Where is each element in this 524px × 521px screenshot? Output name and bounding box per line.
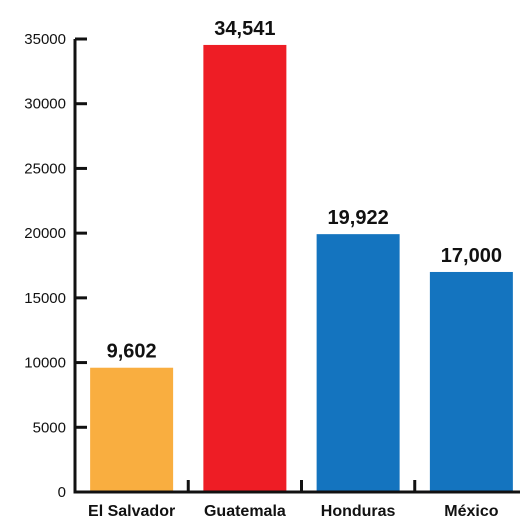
- bar-value-label: 34,541: [214, 18, 275, 40]
- x-category-label: Guatemala: [204, 503, 286, 520]
- x-category-label: El Salvador: [88, 503, 175, 520]
- bar-value-label: 19,922: [328, 207, 389, 229]
- y-tick-label: 0: [58, 484, 66, 501]
- x-category-label: México: [444, 503, 498, 520]
- y-tick-label: 5000: [33, 419, 66, 436]
- y-tick-label: 30000: [24, 96, 66, 113]
- y-axis-ticks: [75, 37, 87, 494]
- data-labels: 9,602 34,541 19,922 17,000: [107, 18, 502, 363]
- y-tick-label: 20000: [24, 225, 66, 242]
- bar-el-salvador: [90, 367, 174, 492]
- bar-guatemala: [203, 44, 287, 493]
- y-tick-label: 25000: [24, 160, 66, 177]
- y-axis-tick-labels: 0 5000 10000 15000 20000 25000 30000 35000: [24, 31, 66, 501]
- x-category-label: Honduras: [321, 503, 396, 520]
- bar-value-label: 9,602: [107, 341, 157, 363]
- y-tick-label: 15000: [24, 290, 66, 307]
- bar-honduras: [316, 234, 400, 492]
- x-axis-ticks: [186, 480, 417, 492]
- bar-m-xico: [429, 271, 513, 492]
- y-tick-label: 35000: [24, 31, 66, 48]
- bars: [90, 44, 513, 493]
- bar-value-label: 17,000: [441, 245, 502, 267]
- x-axis-category-labels: El Salvador Guatemala Honduras México: [88, 503, 499, 520]
- y-tick-label: 10000: [24, 355, 66, 372]
